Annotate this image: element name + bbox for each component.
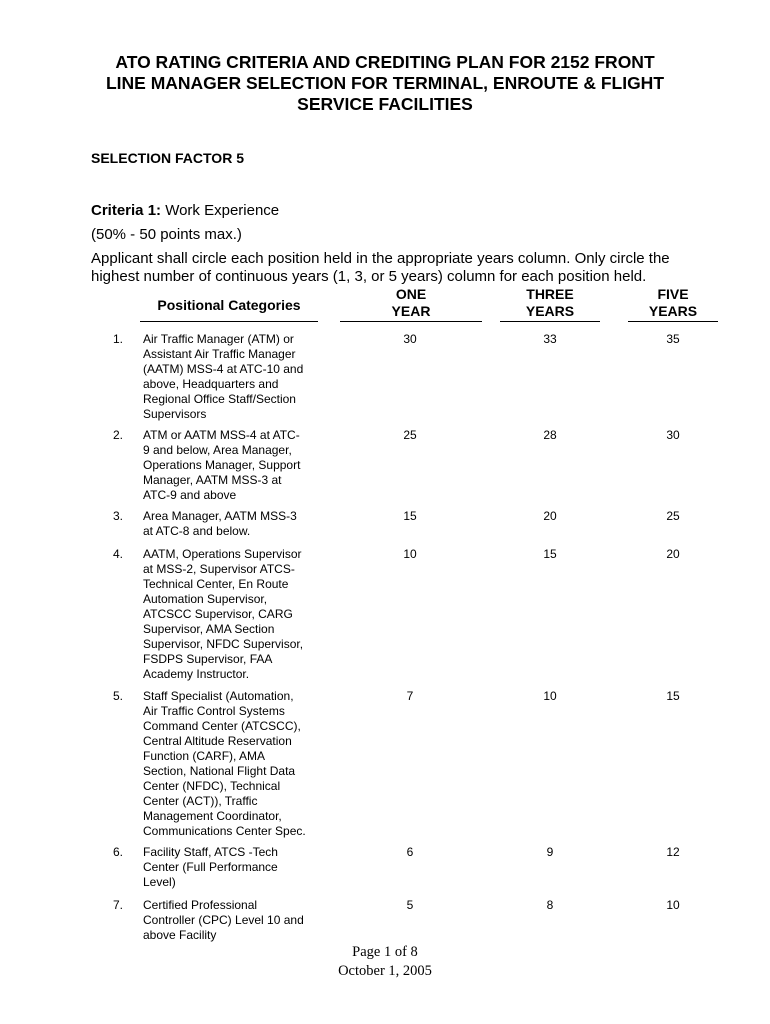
row-five-years-points: 20 (666, 547, 680, 561)
header-five-years: FIVE YEARS (648, 286, 698, 319)
row-three-years-points: 33 (543, 332, 557, 346)
header-underline (500, 321, 600, 322)
row-number: 4. (113, 547, 124, 561)
row-one-year-points: 25 (403, 428, 417, 442)
row-five-years-points: 25 (666, 509, 680, 523)
row-five-years-points: 30 (666, 428, 680, 442)
row-one-year-points: 6 (406, 845, 414, 859)
row-number: 3. (113, 509, 124, 523)
row-three-years-points: 8 (546, 898, 554, 912)
row-one-year-points: 10 (403, 547, 417, 561)
row-description: Area Manager, AATM MSS-3 at ATC-8 and be… (143, 509, 297, 538)
row-description: ATM or AATM MSS-4 at ATC- 9 and below, A… (143, 428, 301, 502)
row-three-years-points: 15 (543, 547, 557, 561)
header-underline (340, 321, 482, 322)
row-five-years-points: 10 (666, 898, 680, 912)
selection-factor-heading: SELECTION FACTOR 5 (91, 150, 244, 166)
row-one-year-points: 30 (403, 332, 417, 346)
row-three-years-points: 9 (546, 845, 554, 859)
row-number: 6. (113, 845, 124, 859)
row-description: Air Traffic Manager (ATM) or Assistant A… (143, 332, 304, 421)
row-one-year-points: 15 (403, 509, 417, 523)
header-one-year: ONE YEAR (391, 286, 431, 319)
page-number: Page 1 of 8 (352, 944, 418, 960)
row-five-years-points: 35 (666, 332, 680, 346)
row-number: 1. (113, 332, 124, 346)
row-one-year-points: 7 (406, 689, 414, 703)
header-three-years: THREE YEARS (525, 286, 575, 319)
row-description: AATM, Operations Supervisor at MSS-2, Su… (143, 547, 304, 681)
row-description: Facility Staff, ATCS -Tech Center (Full … (143, 845, 278, 889)
criteria-name: Work Experience (165, 202, 280, 219)
row-one-year-points: 5 (406, 898, 414, 912)
row-number: 5. (113, 689, 124, 703)
header-underline (140, 321, 318, 322)
document-title: ATO RATING CRITERIA AND CREDITING PLAN F… (105, 52, 665, 114)
criteria-points: (50% - 50 points max.) (91, 226, 242, 243)
row-number: 7. (113, 898, 124, 912)
header-positional-categories: Positional Categories (157, 297, 301, 313)
row-number: 2. (113, 428, 124, 442)
row-description: Certified Professional Controller (CPC) … (143, 898, 304, 942)
criteria-heading: Criteria 1: Work Experience (91, 202, 279, 219)
row-description: Staff Specialist (Automation, Air Traffi… (143, 689, 306, 838)
document-date: October 1, 2005 (338, 963, 432, 979)
criteria-label: Criteria 1: (91, 202, 162, 219)
row-five-years-points: 12 (666, 845, 680, 859)
header-underline (628, 321, 718, 322)
row-three-years-points: 10 (543, 689, 557, 703)
row-three-years-points: 20 (543, 509, 557, 523)
instructions: Applicant shall circle each position hel… (91, 250, 670, 285)
row-five-years-points: 15 (666, 689, 680, 703)
row-three-years-points: 28 (543, 428, 557, 442)
